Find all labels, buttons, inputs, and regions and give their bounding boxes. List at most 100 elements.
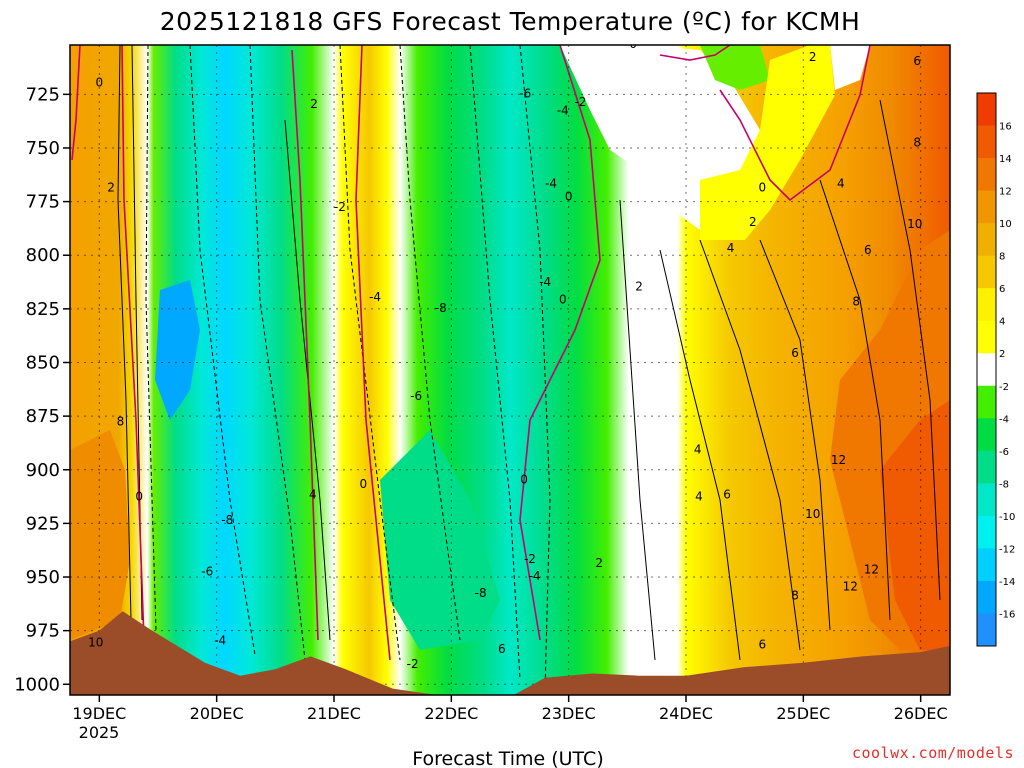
y-tick-label: 975 — [26, 621, 60, 642]
colorbar-swatch — [977, 418, 996, 452]
contour-label: 0 — [629, 37, 637, 51]
contour-label: 2 — [809, 50, 817, 64]
x-axis: 19DEC 20DEC 21DEC 22DEC 23DEC 24DEC 25DEC 26DEC — [72, 695, 948, 723]
contour-label: 10 — [907, 217, 922, 231]
temperature-field — [70, 45, 950, 695]
contour-label: 0 — [360, 477, 368, 491]
colorbar-label: -14 — [999, 577, 1015, 588]
contour-label: -2 — [574, 95, 586, 109]
cold-core — [155, 280, 200, 420]
colorbar-swatch — [977, 93, 996, 127]
contour-label: -6 — [410, 389, 422, 403]
colorbar-frame — [976, 92, 997, 647]
colorbar-swatch — [977, 125, 996, 159]
colorbar-label: 12 — [999, 187, 1012, 198]
contour-label: 0 — [520, 472, 528, 486]
contour-label: 12 — [864, 563, 879, 577]
contour-label: 4 — [695, 490, 703, 504]
y-tick-label: 950 — [26, 567, 60, 588]
colorbar-label: -6 — [999, 447, 1009, 458]
colorbar-swatch — [977, 450, 996, 484]
colorbar-label: 6 — [999, 284, 1005, 295]
y-tick-label: 925 — [26, 513, 60, 534]
colorbar-label: -10 — [999, 512, 1015, 523]
contour-label: 0 — [758, 181, 766, 195]
contour-label: -4 — [369, 290, 381, 304]
contour-label: 2 — [107, 181, 115, 195]
contour-label: 10 — [805, 507, 820, 521]
y-tick-label: 725 — [26, 84, 60, 105]
colorbar-swatch — [977, 223, 996, 257]
colorbar-label: 8 — [999, 252, 1005, 263]
y-tick-label: 775 — [26, 192, 60, 213]
colorbar-swatch — [977, 288, 996, 322]
x-axis-title: Forecast Time (UTC) — [412, 748, 603, 768]
contour-label: -4 — [545, 176, 557, 190]
warm-lower-left — [70, 430, 130, 640]
contour-label: -6 — [201, 565, 213, 579]
contour-label: 4 — [694, 442, 702, 456]
contour-label: -2 — [407, 657, 419, 671]
x-tick-label: 23DEC — [542, 704, 596, 723]
contour-label: -6 — [519, 86, 531, 100]
contour-label: 4 — [309, 487, 317, 501]
upper-white-cap — [830, 45, 870, 90]
colorbar: 16 14 12 10 8 6 4 2 -2 -4 -6 -8 -10 -12 -14 -16 — [976, 92, 1015, 647]
contour-label: 2 — [595, 556, 603, 570]
x-tick-label: 19DEC — [72, 704, 126, 723]
colorbar-label: -12 — [999, 544, 1015, 555]
contour-labels: 0 2 8 0 10 -8 -6 -4 2 -2 -4 4 0 -8 -6 -2 -8 6 -6 -4 -2 0 -4 0 -4… — [88, 37, 922, 671]
contour-label: -2 — [334, 200, 346, 214]
x-tick-label: 24DEC — [659, 704, 713, 723]
chart-title: 2025121818 GFS Forecast Temperature (ºC)… — [160, 7, 861, 36]
colorbar-label: 4 — [999, 317, 1005, 328]
y-tick-label: 750 — [26, 138, 60, 159]
y-axis: 725 750 775 800 825 850 875 900 925 950 975 1000 — [14, 84, 70, 695]
contour-label: -8 — [221, 513, 233, 527]
yellow-wedge — [700, 45, 835, 240]
x-year-label: 2025 — [79, 723, 120, 742]
green-lowlevel-patch — [380, 430, 500, 650]
contour-label: 2 — [635, 279, 643, 293]
colorbar-label: 2 — [999, 349, 1005, 360]
contour-label: 6 — [791, 346, 799, 360]
credit-link[interactable]: coolwx.com/models — [852, 744, 1014, 762]
contour-label: 12 — [843, 580, 858, 594]
colorbar-swatch — [977, 353, 996, 387]
contour-label: -4 — [539, 275, 551, 289]
contour-label: 6 — [498, 642, 506, 656]
contour-label: 0 — [565, 189, 573, 203]
colorbar-label: -4 — [999, 414, 1009, 425]
contour-label: 0 — [135, 490, 143, 504]
colorbar-swatch — [977, 385, 996, 419]
x-tick-label: 25DEC — [776, 704, 830, 723]
contour-label: 2 — [310, 97, 318, 111]
x-tick-label: 21DEC — [307, 704, 361, 723]
contour-label: 6 — [913, 54, 921, 68]
contour-label: 8 — [117, 415, 125, 429]
colorbar-label: 10 — [999, 219, 1012, 230]
contour-label: 10 — [88, 636, 103, 650]
terrain-surface — [70, 611, 950, 695]
zero-isotherm-lines — [71, 45, 871, 661]
colorbar-label: -16 — [999, 609, 1015, 620]
colorbar-swatch — [977, 515, 996, 549]
y-tick-label: 825 — [26, 299, 60, 320]
contour-label: 6 — [864, 243, 872, 257]
contour-label: -8 — [435, 301, 447, 315]
colorbar-swatch — [977, 158, 996, 192]
colorbar-label: 14 — [999, 154, 1012, 165]
colorbar-swatch — [977, 255, 996, 289]
plot-frame — [69, 44, 951, 696]
colorbar-swatch — [977, 548, 996, 582]
contour-label: -4 — [214, 633, 226, 647]
y-tick-label: 900 — [26, 460, 60, 481]
warm-core-lower-inner — [880, 400, 950, 650]
colorbar-swatch — [977, 580, 996, 614]
colorbar-swatch — [977, 613, 996, 647]
contour-label: -4 — [557, 104, 569, 118]
contour-label: -4 — [529, 569, 541, 583]
contour-label: 0 — [96, 76, 104, 90]
contour-label: 8 — [913, 136, 921, 150]
